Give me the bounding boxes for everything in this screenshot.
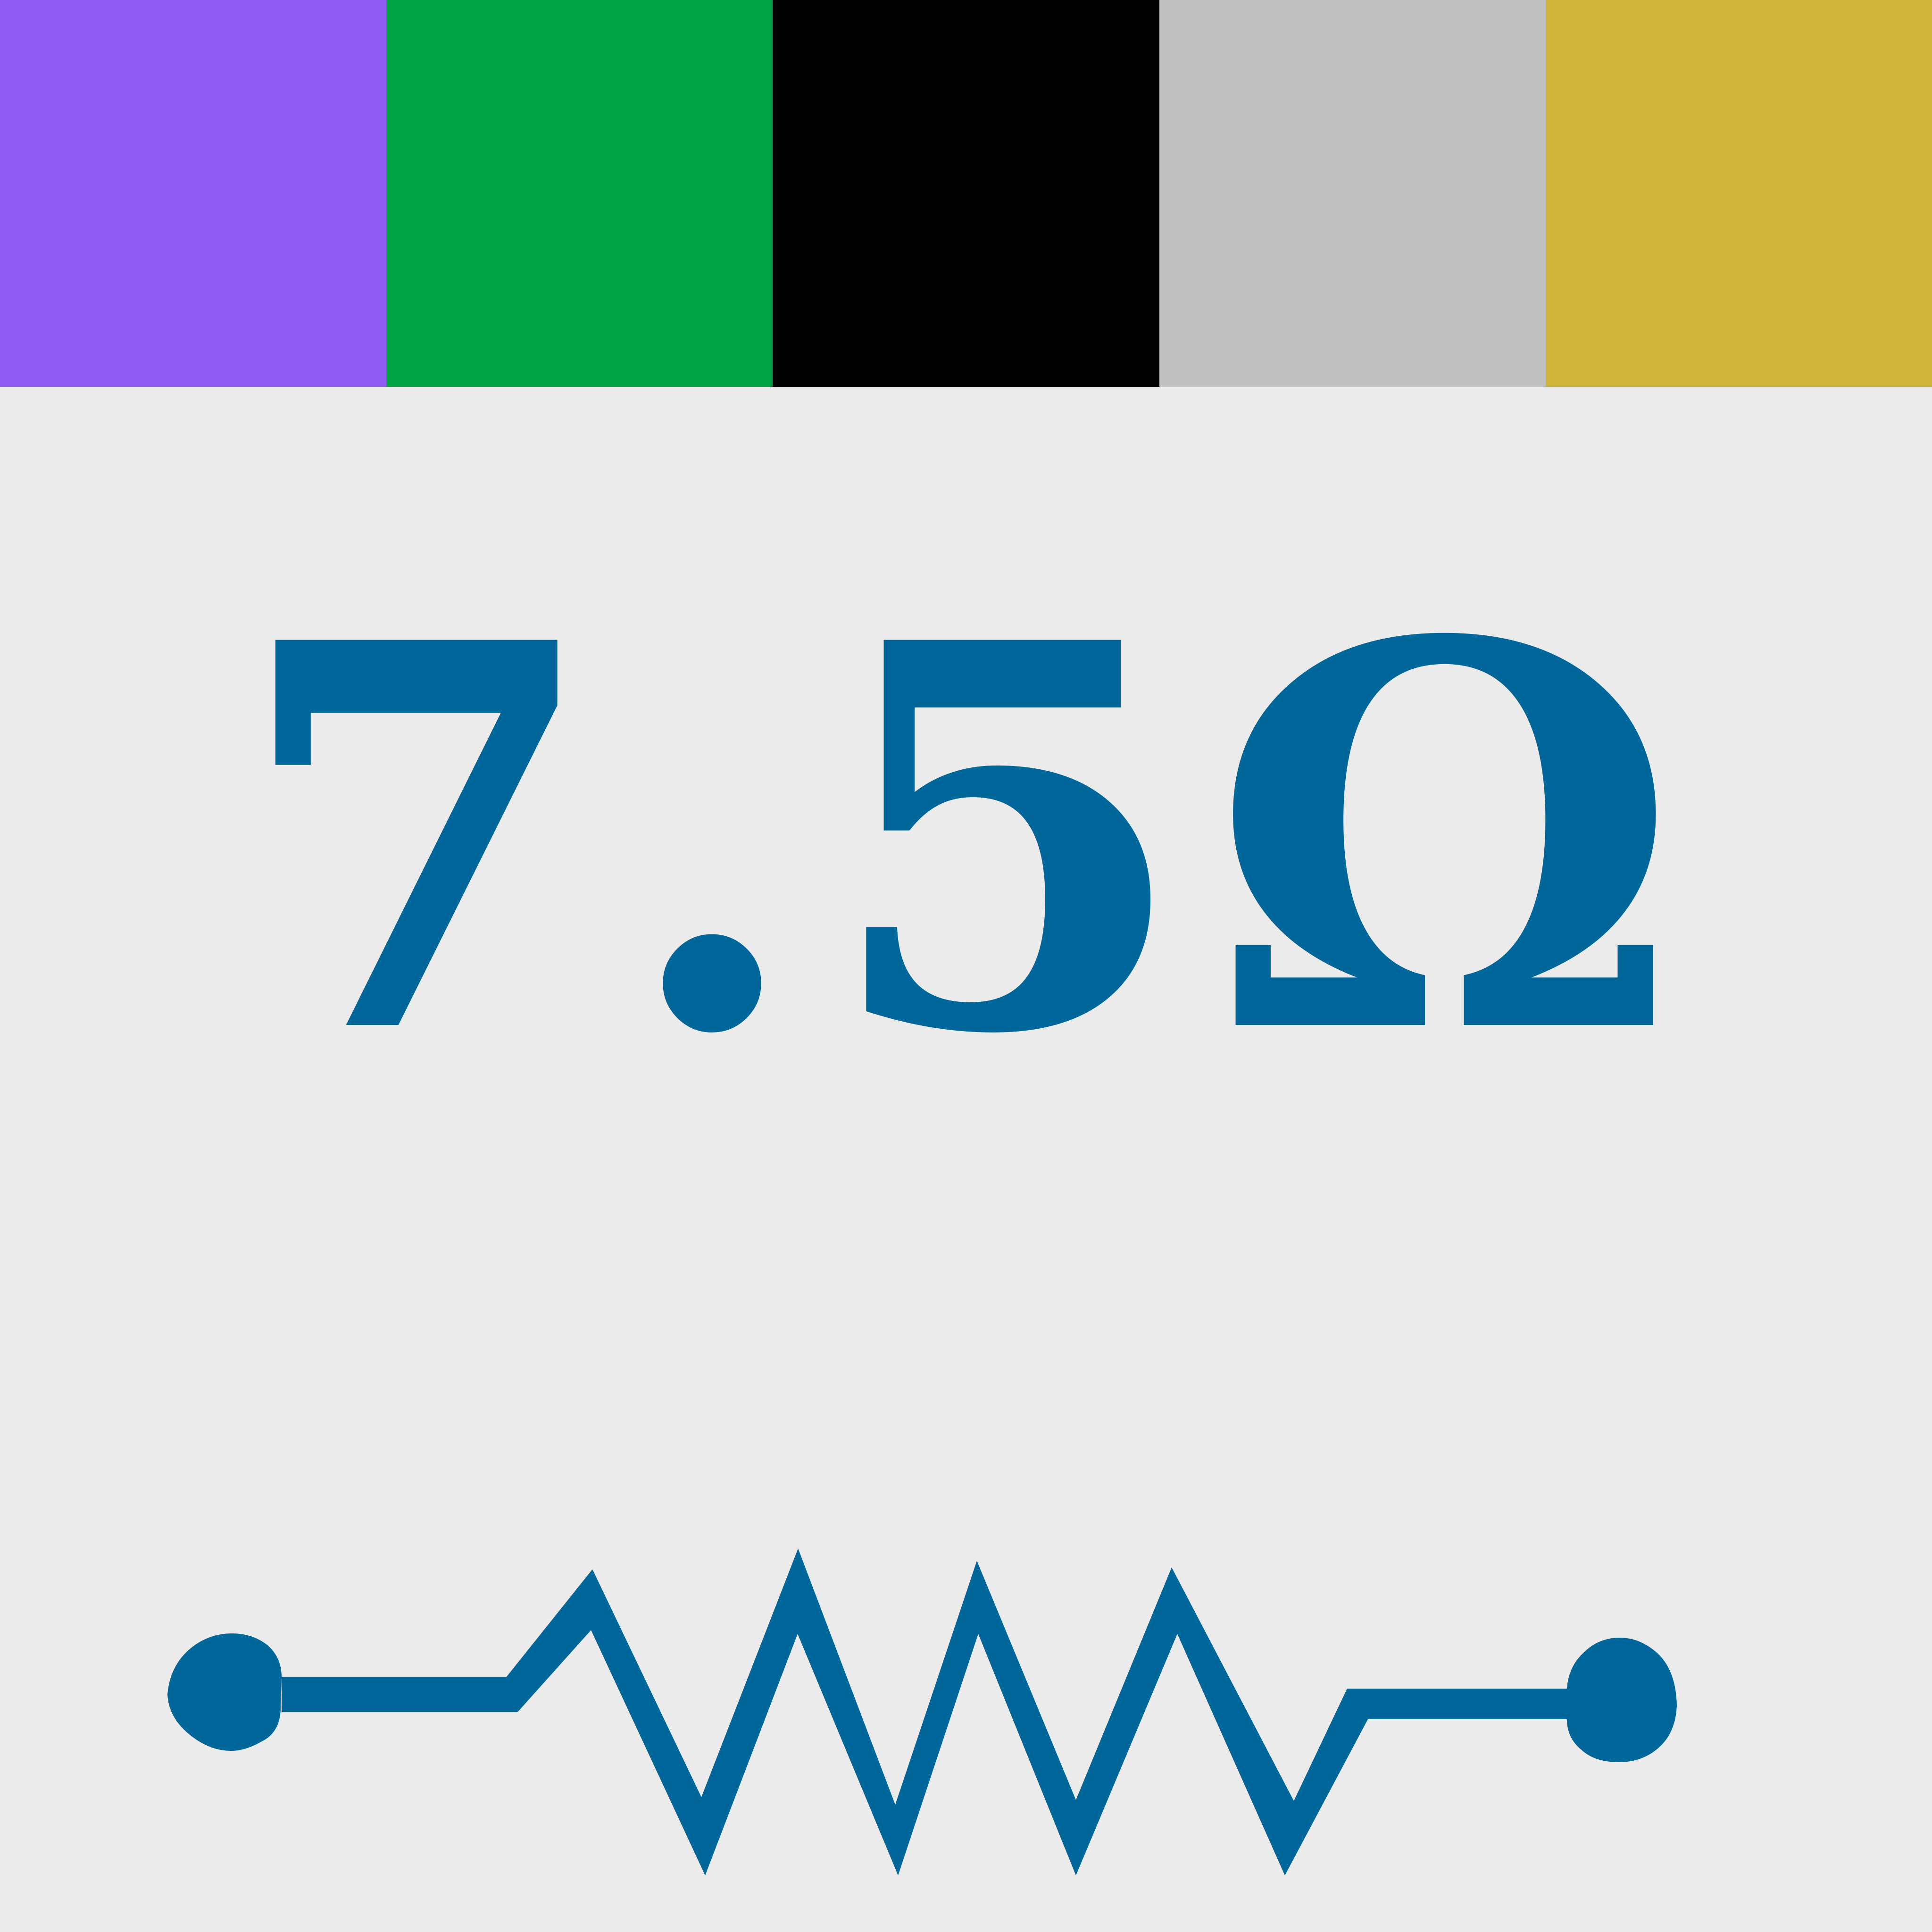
color-band-green (386, 0, 773, 387)
resistance-value: 7.5Ω (233, 529, 1699, 1150)
left-lead-line (282, 1549, 1677, 1875)
left-terminal-icon (167, 1633, 282, 1751)
color-band-gold (1545, 0, 1932, 387)
color-band-black (773, 0, 1159, 387)
color-band-silver (1159, 0, 1546, 387)
resistor-symbol-group (167, 1549, 1677, 1875)
resistor-symbol-icon (167, 1549, 1677, 1875)
color-band-strip (0, 0, 1932, 387)
color-band-violet (0, 0, 387, 387)
